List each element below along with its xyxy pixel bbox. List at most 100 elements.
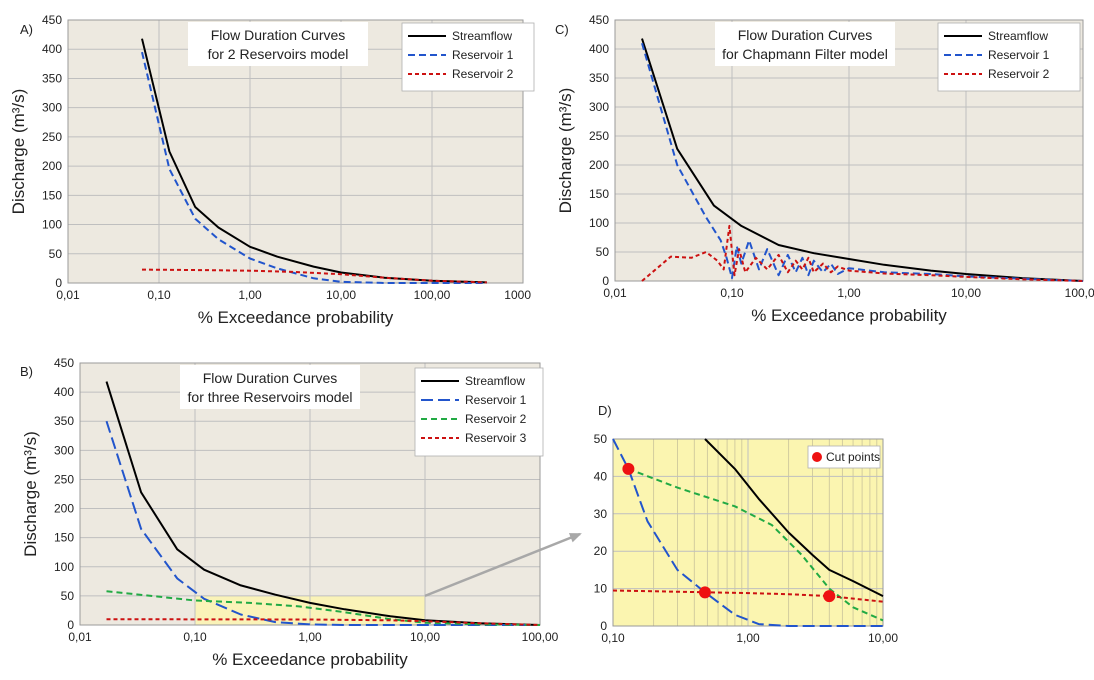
legend-label: Cut points bbox=[826, 450, 880, 464]
title-line: for 2 Reservoirs model bbox=[208, 46, 349, 62]
y-tick-label: 50 bbox=[49, 247, 63, 261]
y-tick-label: 450 bbox=[589, 13, 609, 27]
chart-title: Flow Duration Curves for 2 Reservoirs mod… bbox=[188, 22, 368, 66]
y-tick-label: 150 bbox=[589, 187, 609, 201]
x-axis-label: % Exceedance probability bbox=[198, 308, 394, 327]
x-tick-label: 1,00 bbox=[736, 631, 760, 645]
legend-label: Reservoir 1 bbox=[452, 48, 514, 62]
legend: Streamflow Reservoir 1 Reservoir 2 bbox=[937, 22, 1081, 92]
legend-label: Reservoir 2 bbox=[452, 67, 514, 81]
legend-marker bbox=[812, 452, 822, 462]
y-tick-label: 50 bbox=[596, 245, 610, 259]
legend-label: Reservoir 1 bbox=[465, 393, 527, 407]
y-tick-label: 350 bbox=[589, 71, 609, 85]
chart-title: Flow Duration Curves for Chapmann Filter … bbox=[715, 22, 895, 66]
y-tick-label: 0 bbox=[600, 619, 607, 633]
series-group bbox=[641, 38, 1084, 282]
x-tick-label: 0,10 bbox=[720, 286, 744, 300]
panel-a: 0 50 100 150 200 250 300 350 400 450 0,01 0,10 1,00 1… bbox=[9, 13, 535, 327]
x-tick-label: 100,00 bbox=[522, 630, 559, 644]
x-tick-label: 10,00 bbox=[326, 288, 356, 302]
x-tick-label: 0,10 bbox=[183, 630, 207, 644]
y-tick-label: 450 bbox=[54, 356, 74, 370]
series-line-reservoir-1 bbox=[105, 420, 540, 626]
y-tick-label: 150 bbox=[42, 188, 62, 202]
plot-frame bbox=[614, 19, 1084, 282]
series-group bbox=[612, 438, 884, 627]
y-tick-label: 0 bbox=[602, 274, 609, 288]
y-tick-label: 50 bbox=[594, 432, 608, 446]
series-line-reservoir-2 bbox=[141, 268, 487, 284]
series-line-streamflow bbox=[141, 38, 487, 284]
zoom-arrow bbox=[424, 532, 582, 598]
x-axis-label: % Exceedance probability bbox=[751, 306, 947, 325]
x-tick-label: 1000 bbox=[504, 288, 531, 302]
y-tick-label: 200 bbox=[54, 502, 74, 516]
title-background bbox=[715, 22, 895, 66]
x-tick-label: 0,01 bbox=[603, 286, 627, 300]
series-line-reservoir-2 bbox=[641, 224, 1084, 282]
y-axis-label: Discharge (m³/s) bbox=[21, 431, 40, 557]
y-tick-label: 20 bbox=[594, 544, 608, 558]
x-tick-label: 1,00 bbox=[238, 288, 262, 302]
legend: Cut points bbox=[807, 445, 881, 469]
y-tick-label: 350 bbox=[42, 71, 62, 85]
y-tick-label: 300 bbox=[54, 443, 74, 457]
title-background bbox=[180, 365, 360, 409]
x-tick-label: 100,00 bbox=[1065, 286, 1094, 300]
y-tick-label: 40 bbox=[594, 469, 608, 483]
x-tick-label: 0,01 bbox=[56, 288, 80, 302]
x-axis-label: % Exceedance probability bbox=[212, 650, 408, 669]
series-group bbox=[141, 38, 487, 284]
panel-b: 0 50 100 150 200 250 300 350 400 450 0,01 0,10 1,00 1… bbox=[20, 356, 559, 669]
series-line-reservoir-1 bbox=[612, 438, 883, 627]
x-tick-label: 1,00 bbox=[298, 630, 322, 644]
y-tick-label: 150 bbox=[54, 531, 74, 545]
legend-box bbox=[937, 22, 1081, 92]
y-tick-label: 30 bbox=[594, 507, 608, 521]
y-tick-label: 400 bbox=[54, 385, 74, 399]
plot-frame bbox=[612, 438, 884, 627]
y-tick-label: 450 bbox=[42, 13, 62, 27]
x-tick-label: 10,00 bbox=[410, 630, 440, 644]
y-axis-label: Discharge (m³/s) bbox=[9, 89, 28, 215]
legend-box bbox=[807, 445, 881, 469]
legend: Streamflow Reservoir 1 Reservoir 2 bbox=[401, 22, 535, 92]
y-tick-label: 10 bbox=[594, 582, 608, 596]
legend-box bbox=[414, 367, 544, 457]
y-tick-label: 100 bbox=[42, 218, 62, 232]
y-tick-label: 250 bbox=[54, 472, 74, 486]
panel-letter: A) bbox=[20, 22, 33, 37]
y-tick-label: 300 bbox=[589, 100, 609, 114]
legend-box bbox=[401, 22, 535, 92]
cut-point-marker bbox=[823, 590, 836, 603]
x-tick-label: 10,00 bbox=[868, 631, 898, 645]
series-line-reservoir-3 bbox=[612, 589, 884, 603]
y-tick-label: 350 bbox=[54, 414, 74, 428]
title-line: Flow Duration Curves bbox=[211, 27, 346, 43]
panel-letter: D) bbox=[598, 403, 612, 418]
legend-label: Reservoir 2 bbox=[988, 67, 1050, 81]
y-tick-label: 250 bbox=[589, 129, 609, 143]
series-line-reservoir-3 bbox=[106, 618, 541, 626]
x-tick-label: 10,00 bbox=[951, 286, 981, 300]
legend-label: Streamflow bbox=[452, 29, 512, 43]
y-tick-label: 100 bbox=[54, 560, 74, 574]
y-tick-label: 0 bbox=[67, 618, 74, 632]
plot-frame bbox=[79, 362, 541, 626]
y-tick-label: 0 bbox=[55, 276, 62, 290]
legend-label: Reservoir 3 bbox=[465, 431, 527, 445]
panel-d: 0 10 20 30 40 50 0,10 1,00 10,00 D) Cut points bbox=[594, 403, 899, 645]
y-tick-label: 200 bbox=[42, 159, 62, 173]
cut-point-marker bbox=[622, 462, 635, 475]
x-tick-label: 0,01 bbox=[68, 630, 92, 644]
legend-label: Reservoir 1 bbox=[988, 48, 1050, 62]
legend-label: Streamflow bbox=[465, 374, 525, 388]
legend-label: Streamflow bbox=[988, 29, 1048, 43]
title-background bbox=[188, 22, 368, 66]
y-axis-label: Discharge (m³/s) bbox=[556, 88, 575, 214]
chart-title: Flow Duration Curves for three Reservoirs… bbox=[180, 365, 360, 409]
x-tick-label: 100,00 bbox=[414, 288, 451, 302]
panel-c: 0 50 100 150 200 250 300 350 400 450 0,01 0,10 1,00 1… bbox=[555, 13, 1094, 325]
